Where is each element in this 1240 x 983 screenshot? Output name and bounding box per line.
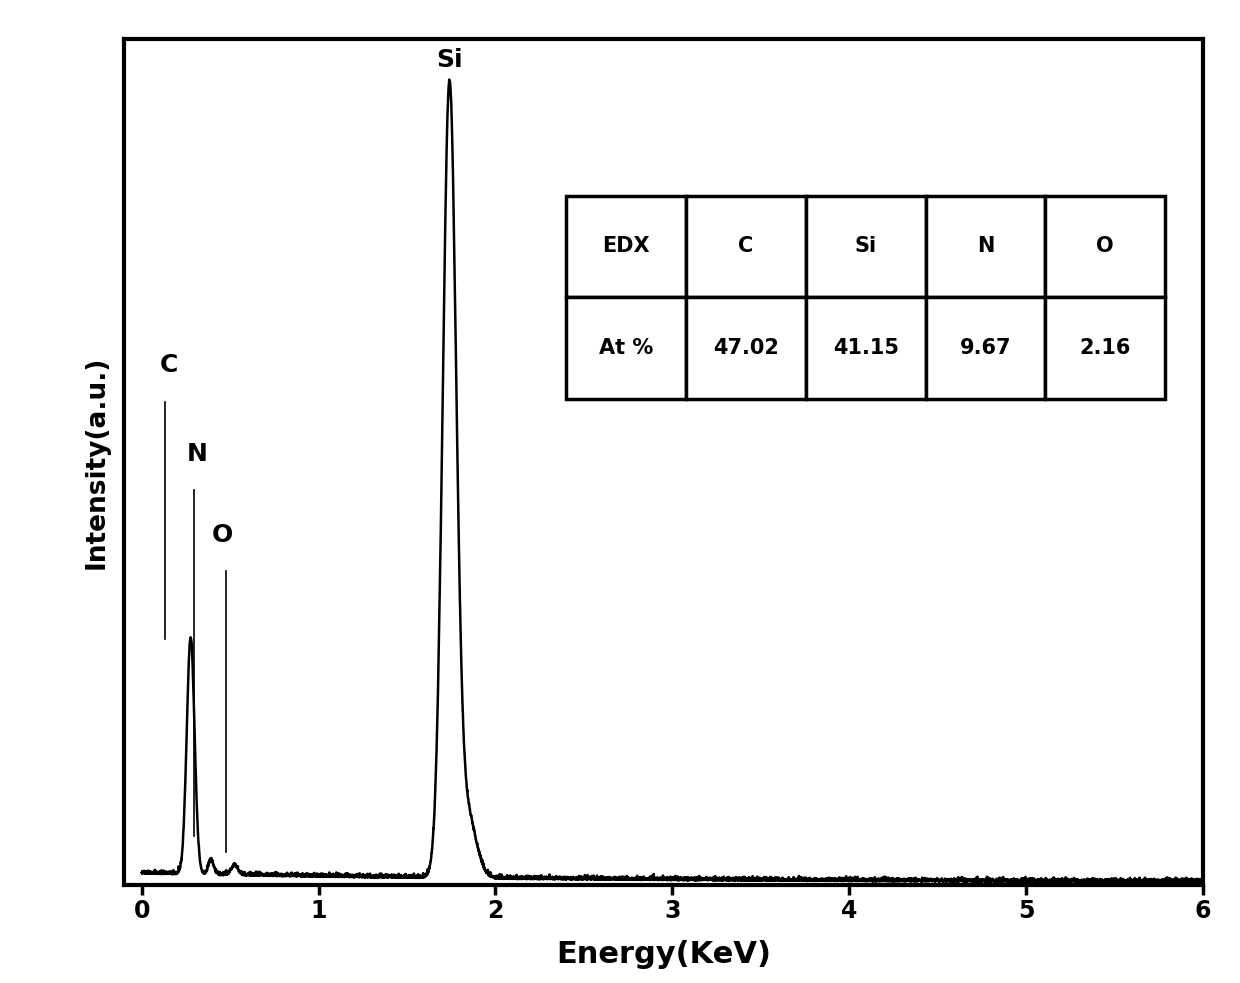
Text: C: C (160, 354, 177, 377)
Y-axis label: Intensity(a.u.): Intensity(a.u.) (84, 355, 110, 569)
Text: Si: Si (436, 47, 463, 72)
Text: O: O (212, 523, 233, 547)
X-axis label: Energy(KeV): Energy(KeV) (556, 940, 771, 969)
Text: N: N (187, 442, 207, 466)
